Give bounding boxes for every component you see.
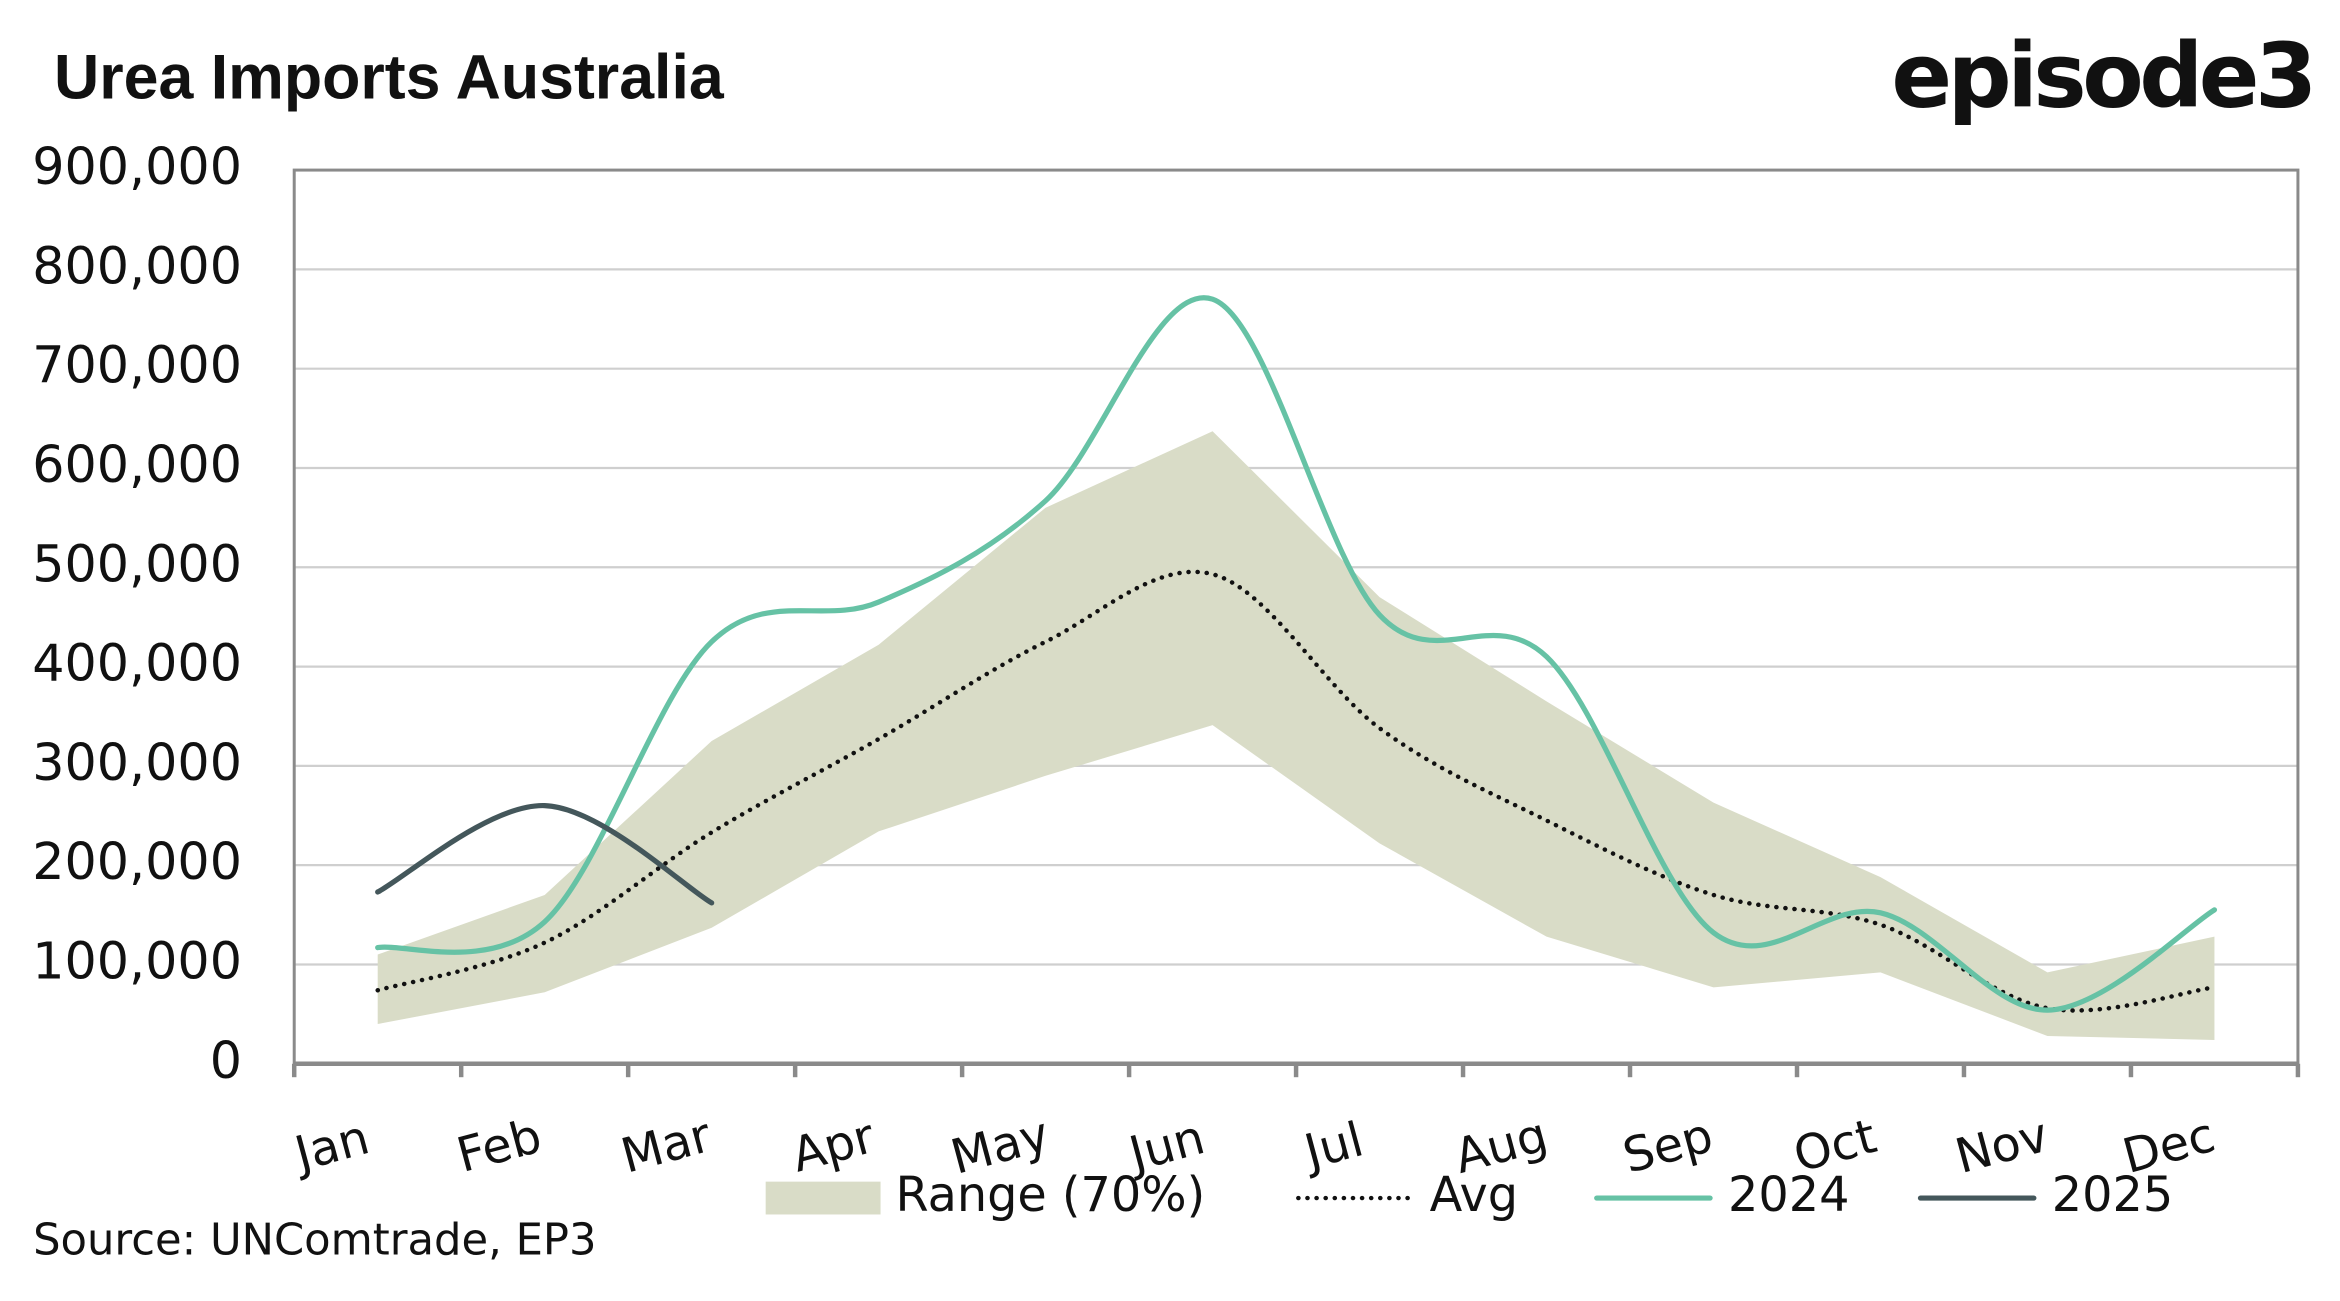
source-note: Source: UNComtrade, EP3 xyxy=(33,1215,596,1265)
y-tick-label: 700,000 xyxy=(32,336,242,395)
series-line xyxy=(375,295,2218,1013)
series-line xyxy=(375,569,2217,1013)
y-tick-label: 0 xyxy=(210,1031,242,1090)
range-band xyxy=(377,431,2215,1040)
y-tick-label: 100,000 xyxy=(32,931,242,990)
y-tick-label: 900,000 xyxy=(32,137,242,196)
y-tick-label: 400,000 xyxy=(32,634,242,693)
y-tick-label: 300,000 xyxy=(32,733,242,792)
series-line xyxy=(375,802,715,906)
y-tick-label: 600,000 xyxy=(32,435,242,494)
chart-title: Urea Imports Australia xyxy=(54,43,725,113)
y-tick-label: 800,000 xyxy=(32,236,242,295)
brand-logo: episode3 xyxy=(1891,24,2312,128)
y-tick-label: 200,000 xyxy=(32,832,242,891)
y-tick-label: 500,000 xyxy=(32,534,242,593)
legend-swatch xyxy=(765,1181,881,1215)
legend-label: 2025 xyxy=(2052,1168,2173,1223)
legend-label: 2024 xyxy=(1728,1168,1849,1223)
legend-label: Range (70%) xyxy=(895,1168,1205,1223)
legend-label: Avg xyxy=(1430,1168,1518,1223)
